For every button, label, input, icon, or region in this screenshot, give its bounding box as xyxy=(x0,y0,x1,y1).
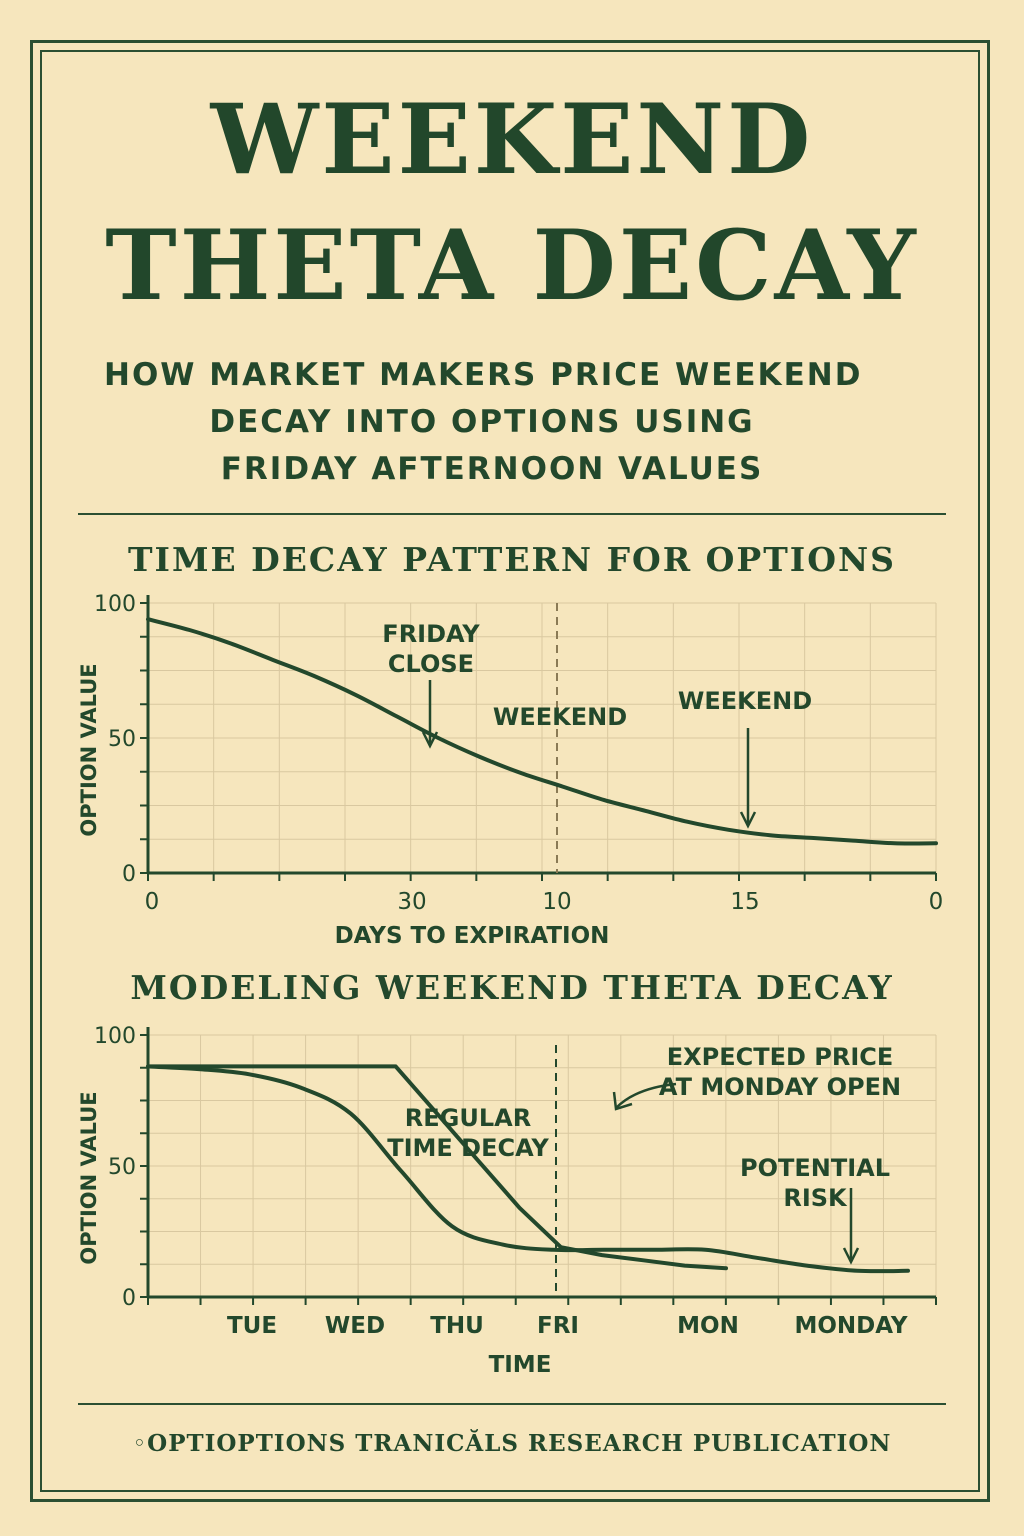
chart1-ytick-label: 0 xyxy=(122,862,136,887)
chart2-xtick-label: THU xyxy=(430,1313,484,1339)
chart2-title: MODELING WEEKEND THETA DECAY xyxy=(130,968,894,1007)
chart2-xtick-label: MON xyxy=(677,1313,739,1339)
divider-rule-top xyxy=(78,513,946,515)
chart2-annotation-3-text: POTENTIAL xyxy=(740,1154,890,1182)
chart1-annotation-1-text: FRIDAY xyxy=(382,620,480,648)
footer-text: ◦OPTIOPTIONS TRANICĂLS RESEARCH PUBLICAT… xyxy=(132,1430,892,1457)
chart2-annotation-3-arrow-head xyxy=(842,1247,860,1265)
chart2-annotation-2-text: AT MONDAY OPEN xyxy=(659,1073,901,1101)
chart2-y-axis-label: OPTION VALUE xyxy=(77,1091,101,1264)
chart1-xtick-label: 15 xyxy=(730,889,759,915)
poster-frame-inner xyxy=(40,50,980,1492)
chart1-xtick-label: 30 xyxy=(397,889,426,915)
chart2-annotation-1-text: TIME DECAY xyxy=(387,1134,549,1162)
chart2-xtick-label: MONDAY xyxy=(794,1313,907,1339)
chart2-annotation-2-arrow xyxy=(615,1082,677,1109)
poster-title-line2: THETA DECAY xyxy=(105,209,919,322)
chart2-x-axis-label: TIME xyxy=(489,1352,552,1378)
chart2-annotation-3-text: RISK xyxy=(783,1184,848,1212)
chart1-annotation-3-arrow-head xyxy=(739,811,757,829)
chart2-ytick-label: 0 xyxy=(122,1286,136,1311)
chart1-xtick-label: 10 xyxy=(542,889,571,915)
chart2-annotation-1-text: REGULAR xyxy=(405,1104,531,1132)
poster-title-line1: WEEKEND xyxy=(210,83,814,196)
chart1-annotation-1-arrow-head xyxy=(421,731,439,749)
chart2-series-1-line xyxy=(146,1064,728,1271)
chart1-xtick-label: 0 xyxy=(929,889,944,915)
chart1-annotation-3-text: WEEKEND xyxy=(678,687,812,715)
chart2-annotation-2-arrowhead xyxy=(612,1091,633,1111)
poster-frame-outer xyxy=(30,40,990,1502)
chart2-xtick-label: TUE xyxy=(227,1313,277,1339)
poster-subtitle: HOW MARKET MAKERS PRICE WEEKEND DECAY IN… xyxy=(60,352,964,493)
chart2-xtick-label: WED xyxy=(325,1313,385,1339)
divider-rule-bottom xyxy=(78,1403,946,1405)
chart1-title: TIME DECAY PATTERN FOR OPTIONS xyxy=(128,540,896,579)
chart2-ytick-label: 100 xyxy=(94,1024,136,1049)
chart2-series-2-line xyxy=(146,1064,910,1274)
chart1-ytick-label: 50 xyxy=(108,727,136,752)
chart1-series-1-line xyxy=(146,617,938,846)
chart1-xtick-label: 0 xyxy=(145,889,160,915)
subtitle-line2: DECAY INTO OPTIONS USING xyxy=(209,404,755,440)
chart2-annotation-2-text: EXPECTED PRICE xyxy=(667,1043,894,1071)
chart2-ytick-label: 50 xyxy=(108,1155,136,1180)
subtitle-line1: HOW MARKET MAKERS PRICE WEEKEND xyxy=(104,357,863,393)
chart1-y-axis-label: OPTION VALUE xyxy=(77,663,101,836)
chart2-xtick-label: FRI xyxy=(537,1313,579,1339)
chart1-x-axis-label: DAYS TO EXPIRATION xyxy=(335,923,610,949)
chart1-annotation-1-text: CLOSE xyxy=(388,650,474,678)
subtitle-line3: FRIDAY AFTERNOON VALUES xyxy=(220,451,764,487)
chart1-annotation-2-text: WEEKEND xyxy=(493,703,627,731)
chart1-ytick-label: 100 xyxy=(94,592,136,617)
